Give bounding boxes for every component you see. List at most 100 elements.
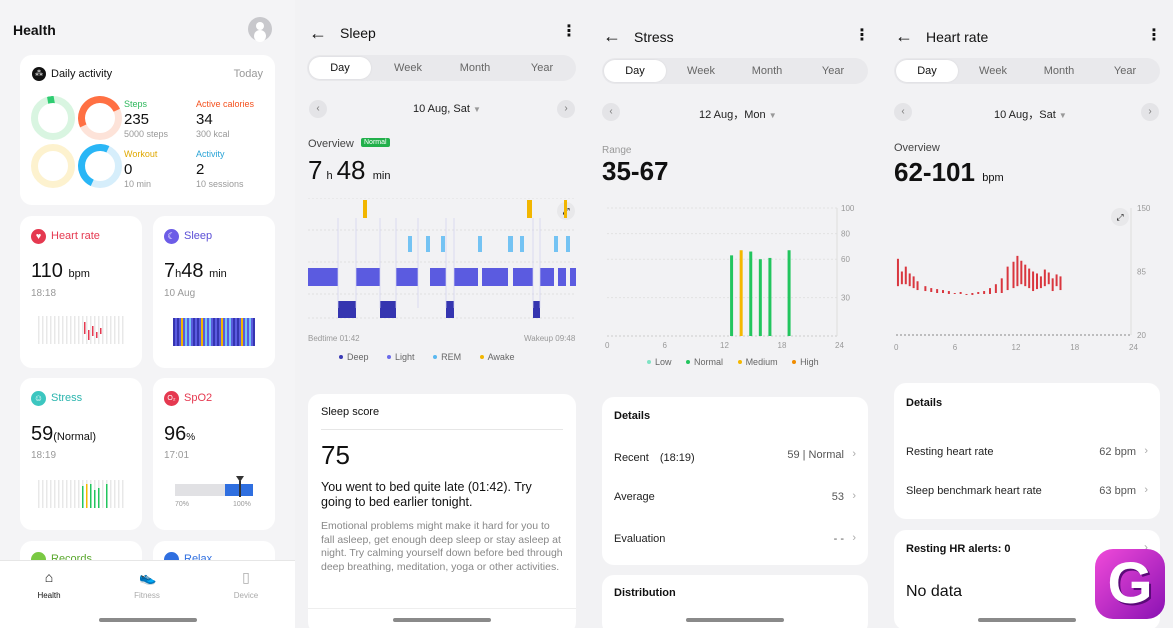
date-selector[interactable]: 10 Aug，Sat ▼ — [994, 106, 1067, 122]
mini-sleep-stripe — [197, 318, 199, 346]
sleep-total-minutes: 48 — [336, 155, 366, 185]
tab-year[interactable]: Year — [1113, 65, 1137, 77]
mini-sleep-stripe — [201, 318, 203, 346]
sleep-stage-deep — [338, 301, 356, 318]
evaluation-row[interactable]: Evaluation - - › — [614, 532, 856, 545]
heart-rate-screen: ← Heart rate ⋮ Day Week Month Year ‹ 10 … — [881, 0, 1173, 628]
sleep-stage-light — [454, 268, 478, 286]
details-title: Details — [906, 397, 943, 409]
chevron-right-icon: › — [1144, 484, 1148, 496]
recent-value: 59 | Normal — [787, 449, 844, 461]
back-arrow-icon[interactable]: ← — [309, 23, 327, 43]
y-tick-label: 85 — [1137, 268, 1146, 277]
date-selector[interactable]: 10 Aug, Sat ▼ — [413, 103, 481, 115]
steps-ring — [31, 96, 75, 140]
sleep-minutes-unit: min — [209, 268, 227, 280]
legend-deep: Deep — [347, 352, 369, 362]
sleep-stage-awake — [363, 200, 367, 218]
sleep-score-value: 75 — [321, 440, 350, 470]
mini-sleep-stripe — [249, 318, 251, 346]
mini-bar-bg — [78, 316, 80, 344]
avatar[interactable] — [248, 17, 272, 41]
overview-label: Overview — [894, 142, 940, 154]
tab-year[interactable]: Year — [530, 62, 554, 74]
mini-bar-bg — [118, 316, 120, 344]
tab-month[interactable]: Month — [459, 62, 491, 74]
workout-label: Workout — [124, 149, 158, 159]
tab-month[interactable]: Month — [1043, 65, 1075, 77]
page-title: Health — [13, 22, 56, 38]
shoe-icon: 👟 — [139, 569, 157, 585]
tab-week[interactable]: Week — [979, 65, 1007, 77]
light-dot — [387, 355, 392, 360]
tab-day[interactable]: Day — [604, 60, 666, 82]
distribution-title: Distribution — [614, 587, 676, 599]
mini-sleep-stripe — [177, 318, 179, 346]
tab-week[interactable]: Week — [394, 62, 422, 74]
workout-value: 0 — [124, 161, 133, 178]
daily-activity-card[interactable]: ⁂ Daily activity Today Steps 235 5000 st… — [20, 55, 275, 205]
prev-date-button[interactable]: ‹ — [309, 100, 327, 118]
spo2-card[interactable]: O₂ SpO2 96% 17:01 70% 100% — [153, 378, 275, 530]
activity-icon: ⁂ — [32, 67, 46, 81]
next-date-button[interactable]: › — [557, 100, 575, 118]
recent-row[interactable]: Recent (18:19) 59 | Normal › — [614, 448, 856, 465]
no-data-label: No data — [906, 583, 963, 600]
mini-bar-bg — [106, 316, 108, 344]
mini-bar-bg — [58, 316, 60, 344]
date-selector[interactable]: 12 Aug，Mon ▼ — [699, 106, 777, 122]
back-arrow-icon[interactable]: ← — [895, 26, 913, 46]
mini-sleep-stripe — [179, 318, 181, 346]
resting-heart-rate-value: 62 bpm — [1099, 446, 1136, 458]
details-card: Details Resting heart rate 62 bpm › Sleep … — [894, 383, 1160, 519]
tab-day[interactable]: Day — [896, 60, 958, 82]
heart-rate-time: 18:18 — [31, 288, 57, 299]
prev-date-button[interactable]: ‹ — [602, 103, 620, 121]
date-label: 10 Aug, Sat — [413, 103, 470, 115]
stress-bar — [730, 255, 734, 336]
tab-year[interactable]: Year — [821, 65, 845, 77]
average-row[interactable]: Average 53 › — [614, 490, 856, 503]
more-icon[interactable]: ⋮ — [1146, 27, 1162, 44]
next-date-button[interactable]: › — [1141, 103, 1159, 121]
mini-sleep-stripe — [193, 318, 195, 346]
sleep-benchmark-row[interactable]: Sleep benchmark heart rate 63 bpm › — [906, 484, 1148, 497]
x-tick-label: 12 — [1012, 343, 1021, 352]
tab-fitness[interactable]: 👟 Fitness — [117, 569, 177, 600]
home-indicator — [98, 618, 197, 622]
heart-rate-value: 110 bpm — [31, 260, 90, 283]
mini-sleep-stripe — [247, 318, 249, 346]
heart-rate-card[interactable]: ♥ Heart rate 110 bpm 18:18 — [20, 216, 142, 368]
mini-sleep-stripe — [203, 318, 205, 346]
mini-bar-bg — [102, 316, 104, 344]
more-icon[interactable]: ⋮ — [561, 23, 577, 40]
x-tick-label: 0 — [894, 343, 899, 352]
sleep-stage-light — [540, 268, 554, 286]
tab-device[interactable]: ▯ Device — [216, 569, 276, 600]
sleep-stage-rem — [520, 236, 524, 252]
mini-sleep-stripe — [221, 318, 223, 346]
rem-dot — [433, 355, 438, 360]
tab-health[interactable]: ⌂ Health — [19, 569, 79, 600]
activity-label: Activity — [196, 149, 225, 159]
mini-bar-bg — [90, 316, 92, 344]
mini-sleep-stripe — [241, 318, 243, 346]
mini-sleep-stripe — [231, 318, 233, 346]
stress-title: Stress — [634, 29, 674, 45]
deep-dot — [339, 355, 343, 360]
sleep-stage-light — [308, 268, 338, 286]
stress-card[interactable]: ☺ Stress 59(Normal) 18:19 — [20, 378, 142, 530]
tab-day[interactable]: Day — [309, 57, 371, 79]
sleep-card[interactable]: ☾ Sleep 7h48 min 10 Aug — [153, 216, 275, 368]
tab-month[interactable]: Month — [751, 65, 783, 77]
prev-date-button[interactable]: ‹ — [894, 103, 912, 121]
mini-bar-bg — [102, 480, 104, 508]
more-icon[interactable]: ⋮ — [854, 27, 870, 44]
stress-legend: Low Normal Medium High — [639, 357, 819, 367]
resting-heart-rate-row[interactable]: Resting heart rate 62 bpm › — [906, 445, 1148, 458]
back-arrow-icon[interactable]: ← — [603, 26, 621, 46]
expand-icon[interactable]: ⤢ — [1111, 208, 1129, 226]
sleep-stage-rem — [441, 236, 445, 252]
tab-week[interactable]: Week — [687, 65, 715, 77]
mini-sleep-stripe — [217, 318, 219, 346]
